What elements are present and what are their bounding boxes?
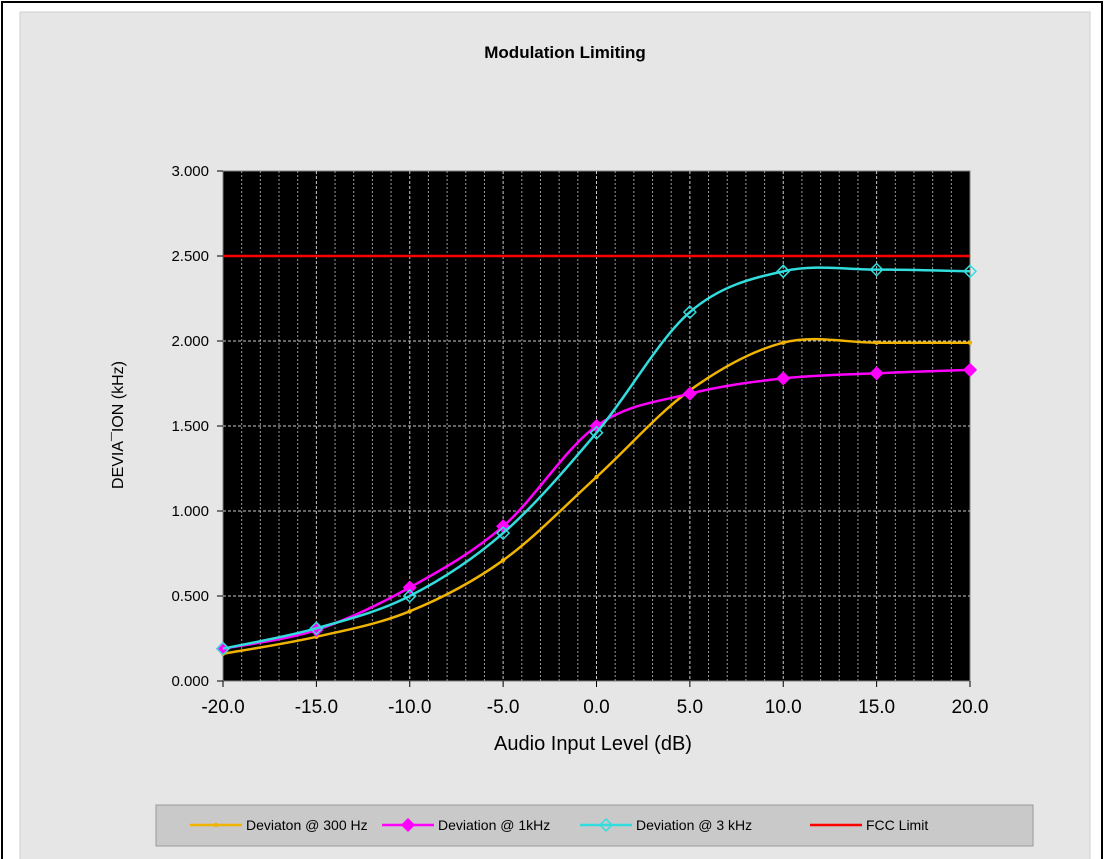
x-tick-label: 5.0 — [677, 697, 703, 718]
legend-label: Deviation @ 3 kHz — [636, 817, 752, 833]
legend: Deviaton @ 300 Hz Deviation @ 1kHz Deviati… — [190, 817, 928, 833]
x-tick-label: -15.0 — [295, 697, 338, 718]
series-line — [222, 266, 971, 650]
x-tick-label: -20.0 — [201, 697, 244, 718]
data-point — [781, 340, 786, 345]
data-point — [500, 558, 506, 563]
x-tick-label: -10.0 — [388, 697, 431, 718]
data-point — [402, 580, 417, 595]
data-point — [407, 609, 412, 614]
data-point — [776, 371, 791, 386]
data-point — [962, 264, 978, 279]
data-point — [682, 386, 697, 401]
data-point — [215, 641, 231, 656]
data-point — [962, 362, 978, 377]
legend-item: Deviaton @ 300 Hz — [190, 817, 368, 833]
data-point — [309, 621, 324, 636]
x-tick-label: 20.0 — [952, 697, 989, 718]
series-2 — [215, 262, 978, 656]
legend-marker — [598, 817, 614, 833]
data-point — [594, 474, 599, 480]
chart-title: Modulation Limiting — [484, 43, 645, 62]
y-axis-ticks: 0.000 0.500 1.000 1.500 2.000 2.500 3.000 — [171, 163, 223, 690]
x-axis-ticks: -20.0 -15.0 -10.0 -5.0 0.0 5.0 10.0 15.0 20.0 — [201, 681, 988, 718]
y-tick-label: 2.000 — [171, 333, 209, 350]
legend-marker — [400, 817, 416, 833]
y-tick-label: 0.000 — [171, 673, 209, 690]
y-axis-label: DEVIA¯ION (kHz) — [110, 361, 127, 489]
series-layer — [215, 254, 978, 656]
data-point — [682, 305, 697, 320]
legend-label: FCC Limit — [866, 817, 928, 833]
data-point — [967, 340, 973, 345]
data-point — [496, 526, 511, 541]
legend-label: Deviation @ 1kHz — [438, 817, 550, 833]
data-point — [869, 366, 884, 381]
legend-label: Deviaton @ 300 Hz — [246, 817, 368, 833]
x-tick-label: 0.0 — [583, 697, 609, 718]
y-tick-label: 2.500 — [171, 248, 209, 265]
data-point — [874, 340, 879, 345]
y-tick-label: 1.000 — [171, 503, 209, 520]
x-tick-label: 10.0 — [765, 697, 802, 718]
legend-item: Deviation @ 3 kHz — [580, 817, 752, 833]
legend-item: Deviation @ 1kHz — [382, 817, 550, 833]
legend-marker — [213, 822, 219, 828]
data-point — [589, 425, 604, 440]
x-tick-label: -5.0 — [487, 697, 520, 718]
data-point — [869, 262, 884, 277]
y-tick-label: 1.500 — [171, 418, 209, 435]
y-tick-label: 3.000 — [171, 163, 209, 180]
data-point — [402, 588, 417, 604]
legend-item: FCC Limit — [810, 817, 928, 833]
data-point — [776, 264, 791, 279]
x-axis-label: Audio Input Level (dB) — [494, 733, 692, 755]
x-tick-label: 15.0 — [858, 697, 895, 718]
y-tick-label: 0.500 — [171, 588, 209, 605]
